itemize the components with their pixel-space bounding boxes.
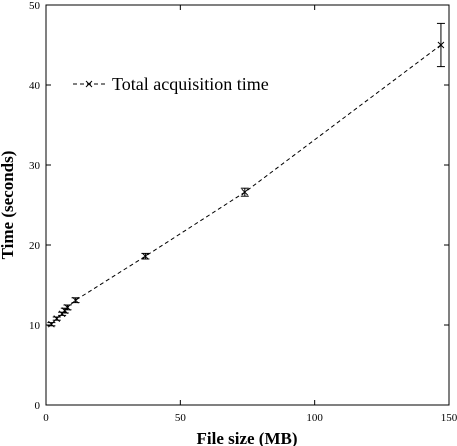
axis-ticks: 0 50 100 150 0 10 20 30 40 50 (29, 0, 457, 424)
x-marker (72, 296, 79, 304)
y-tick-label: 40 (29, 80, 41, 92)
data-point (436, 22, 445, 68)
legend: Total acquisition time (73, 74, 269, 94)
x-marker (142, 252, 149, 260)
x-tick-label: 150 (441, 412, 457, 424)
data-point (47, 320, 56, 328)
plot-frame (45, 4, 450, 406)
x-axis-title: File size (MB) (196, 429, 297, 446)
x-marker (64, 304, 71, 311)
x-tick-label: 100 (306, 412, 323, 424)
series-layer (47, 22, 445, 328)
y-tick-label: 0 (35, 400, 41, 412)
data-point (240, 187, 249, 197)
x-tick-label: 50 (175, 412, 187, 424)
data-point (63, 304, 72, 311)
data-point (71, 296, 80, 304)
x-marker (241, 188, 249, 196)
legend-label: Total acquisition time (112, 74, 269, 94)
data-point (141, 252, 150, 260)
y-tick-label: 50 (29, 0, 41, 12)
y-tick-label: 20 (29, 240, 41, 252)
x-tick-label: 0 (43, 412, 49, 424)
x-marker (53, 315, 61, 322)
x-marker (48, 320, 55, 328)
y-axis-title: Time (seconds) (0, 151, 17, 260)
y-tick-label: 10 (29, 320, 41, 332)
x-marker (437, 41, 445, 49)
legend-marker-x (85, 80, 93, 88)
y-tick-label: 30 (29, 160, 41, 172)
